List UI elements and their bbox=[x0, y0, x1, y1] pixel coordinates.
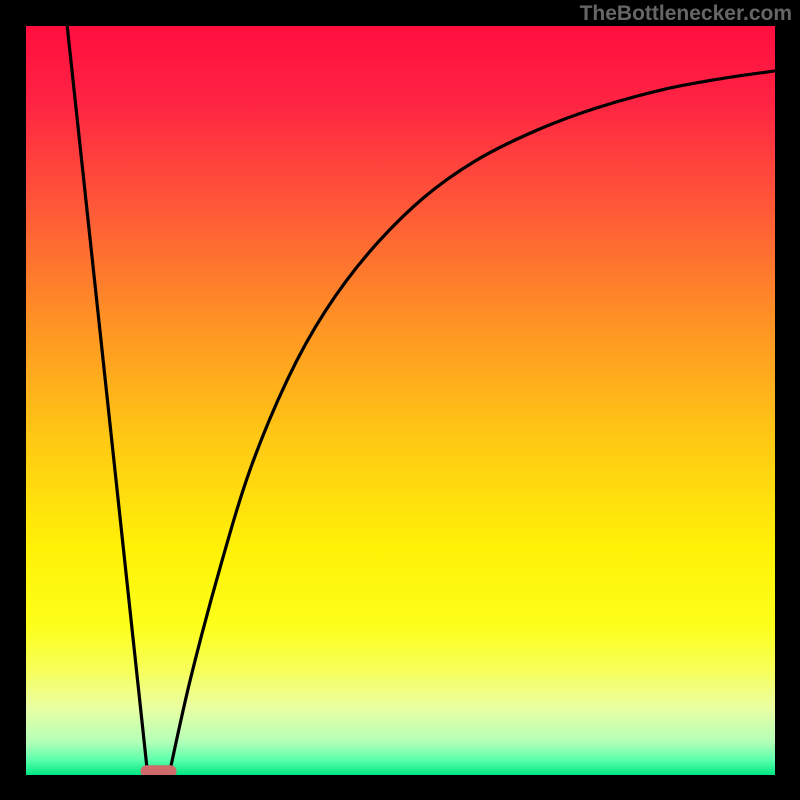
bottleneck-chart bbox=[26, 26, 775, 775]
watermark-text: TheBottlenecker.com bbox=[580, 2, 792, 26]
optimal-marker bbox=[141, 765, 177, 775]
chart-frame: TheBottlenecker.com bbox=[0, 0, 800, 800]
gradient-background bbox=[26, 26, 775, 775]
